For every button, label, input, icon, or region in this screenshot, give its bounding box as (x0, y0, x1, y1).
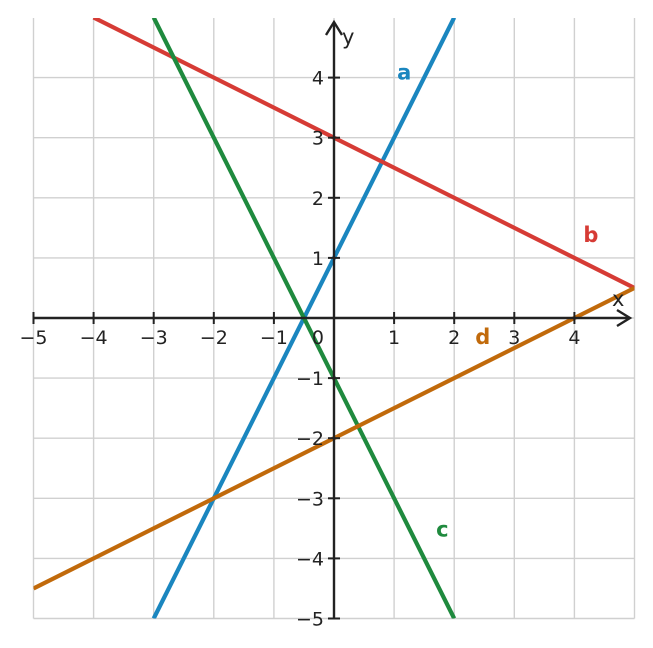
series-label-d: d (475, 325, 490, 349)
y-tick-label: 4 (312, 68, 324, 90)
y-axis-label: y (342, 25, 354, 49)
y-tick-label: −2 (296, 428, 324, 450)
x-tick-label: 2 (448, 327, 460, 349)
x-tick-label: 3 (508, 327, 520, 349)
y-tick-label: −3 (296, 488, 324, 510)
axes (33, 19, 633, 619)
y-axis-arrow-icon (324, 19, 344, 36)
x-tick-label: −5 (19, 327, 47, 349)
y-tick-label: 1 (312, 248, 324, 270)
y-tick-label: −1 (296, 368, 324, 390)
x-axis-arrow-icon (616, 308, 633, 328)
y-tick-label: 2 (312, 188, 324, 210)
ticks: −5 −4 −3 −2 −1 1 2 3 4 −5 −4 −3 −2 −1 1 2 3 4 (19, 68, 580, 631)
y-tick-label: −4 (296, 548, 324, 570)
y-tick-label: 3 (312, 128, 324, 150)
origin-label: 0 (312, 327, 324, 349)
series-label-c: c (436, 517, 448, 541)
x-tick-label: 4 (568, 327, 580, 349)
x-tick-label: −2 (200, 327, 228, 349)
x-axis-label: x (612, 287, 624, 311)
x-tick-label: −1 (260, 327, 288, 349)
series-label-b: b (583, 223, 598, 247)
y-tick-label: −5 (296, 609, 324, 631)
series-line-b (92, 18, 635, 290)
x-tick-label: −3 (140, 327, 168, 349)
labels: x y 0 a b c d (312, 25, 625, 541)
x-tick-label: −4 (80, 327, 108, 349)
x-tick-label: 1 (388, 327, 400, 349)
series-label-a: a (397, 61, 411, 85)
